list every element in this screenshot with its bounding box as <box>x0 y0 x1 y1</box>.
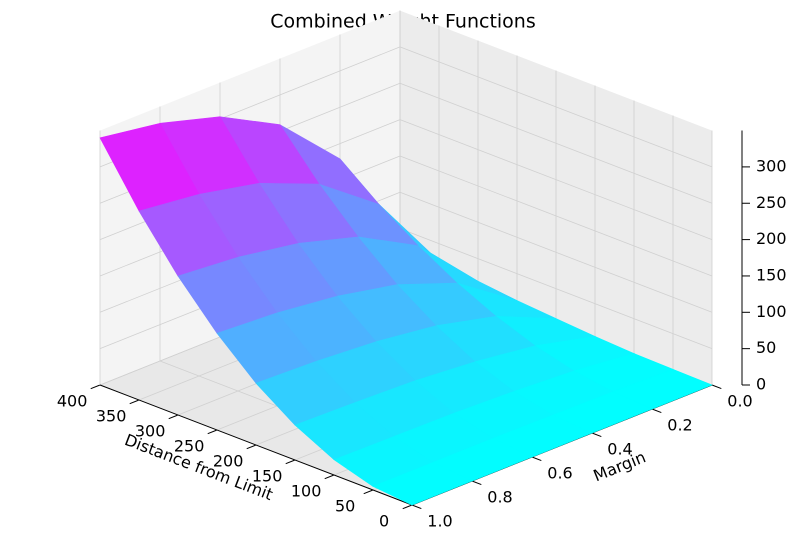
z-tick-label: 50 <box>756 338 776 357</box>
z-tick-label: 300 <box>756 156 787 175</box>
surface-patch <box>372 462 473 506</box>
x-tick-label: 50 <box>335 497 355 516</box>
grid-line <box>399 191 713 313</box>
y-tick-label: 1.0 <box>427 511 452 530</box>
x-tick-label: 300 <box>135 422 166 441</box>
x-tick-label: 100 <box>291 482 322 501</box>
tick-mark <box>168 414 179 420</box>
tick-mark <box>531 456 542 462</box>
x-tick-label: 250 <box>174 437 205 456</box>
tick-mark <box>324 474 335 480</box>
tick-mark <box>711 384 722 390</box>
tick-mark <box>651 408 662 414</box>
tick-mark <box>411 504 422 510</box>
z-tick-label: 150 <box>756 265 787 284</box>
tick-mark <box>402 504 413 510</box>
y-tick-label: 0.0 <box>727 391 752 410</box>
y-tick-label: 0.2 <box>667 415 692 434</box>
x-tick-label: 200 <box>213 452 244 471</box>
tick-mark <box>246 444 257 450</box>
grid-line <box>399 155 713 277</box>
tick-mark <box>285 459 296 465</box>
x-tick-label: 400 <box>57 392 88 411</box>
tick-mark <box>363 489 374 495</box>
z-tick-label: 0 <box>756 375 766 394</box>
tick-mark <box>90 384 101 390</box>
grid-line <box>399 228 713 350</box>
y-tick-label: 0.4 <box>607 439 632 458</box>
grid-line <box>399 82 713 204</box>
x-tick-label: 150 <box>252 467 283 486</box>
tick-mark <box>207 429 218 435</box>
axis-line <box>99 384 413 506</box>
y-tick-label: 0.6 <box>547 463 572 482</box>
z-tick-label: 200 <box>756 229 787 248</box>
x-tick-label: 350 <box>96 407 127 426</box>
z-tick-label: 250 <box>756 193 787 212</box>
grid-line <box>399 119 713 240</box>
tick-mark <box>591 432 602 438</box>
tick-mark <box>129 399 140 405</box>
y-tick-label: 0.8 <box>487 487 512 506</box>
grid-line <box>399 46 713 168</box>
tick-mark <box>471 480 482 486</box>
x-tick-label: 0 <box>379 512 389 531</box>
z-tick-label: 100 <box>756 302 787 321</box>
